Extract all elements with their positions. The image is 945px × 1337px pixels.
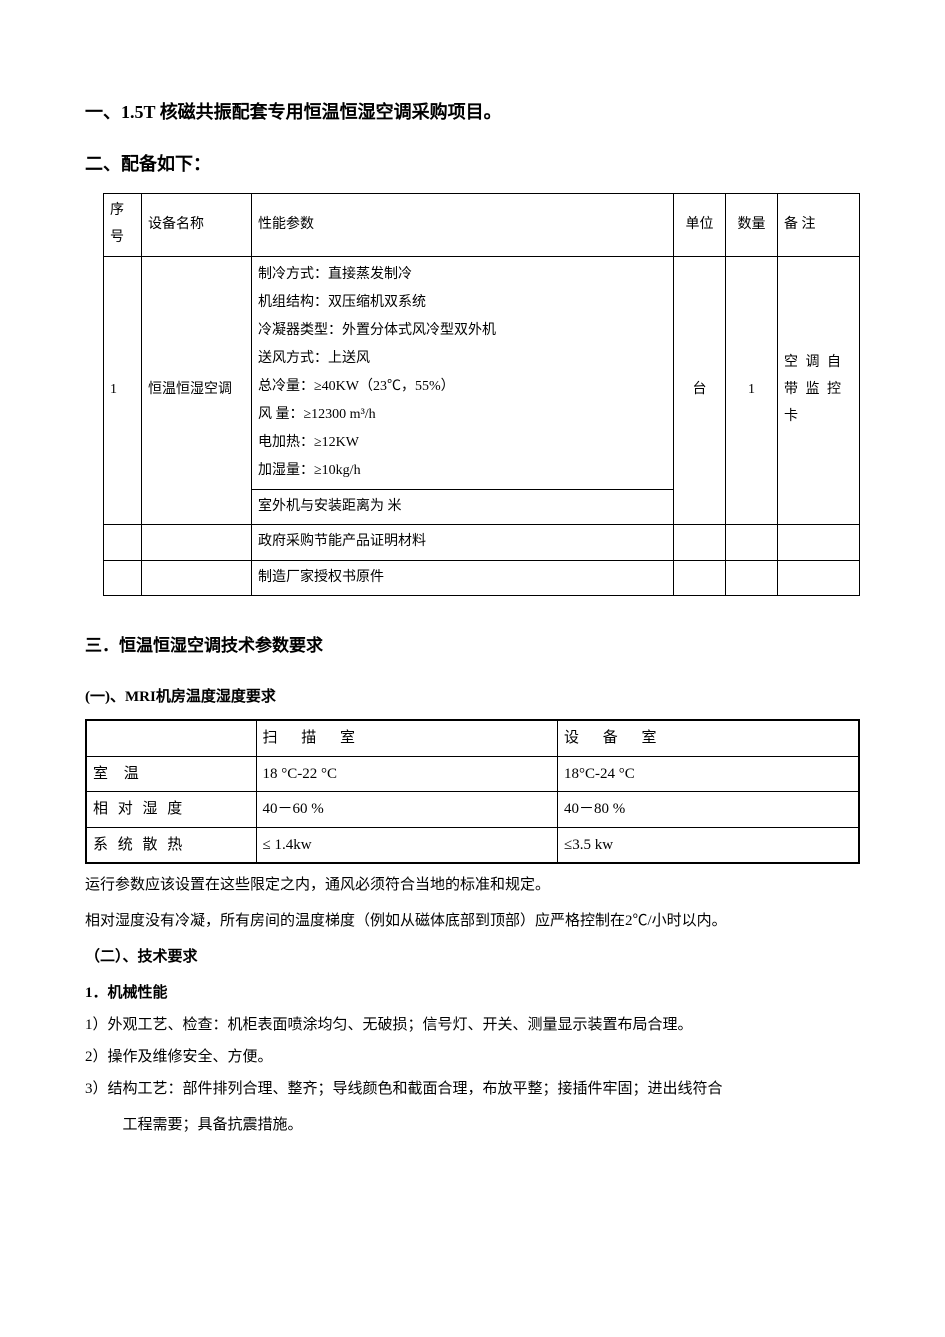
paragraph: 运行参数应该设置在这些限定之内，通风必须符合当地的标准和规定。 — [85, 870, 860, 900]
spec-line: 送风方式：上送风 — [258, 345, 667, 373]
heading-1: 一、1.5T 核磁共振配套专用恒温恒湿空调采购项目。 — [85, 95, 860, 129]
td-note: 空 调 自 带 监 控 卡 — [778, 256, 860, 525]
spec-line: 制冷方式：直接蒸发制冷 — [258, 261, 667, 289]
spec-line: 总冷量：≥40KW（23℃，55%） — [258, 373, 667, 401]
td-empty — [778, 525, 860, 561]
heading-3: 三．恒温恒湿空调技术参数要求 — [85, 630, 860, 662]
td-empty — [674, 560, 726, 596]
th-equip-room: 设 备 室 — [558, 720, 859, 756]
spec-line: 风 量：≥12300 m³/h — [258, 401, 667, 429]
td-spec: 制冷方式：直接蒸发制冷 机组结构：双压缩机双系统 冷凝器类型：外置分体式风冷型双… — [252, 256, 674, 489]
td-qty: 1 — [726, 256, 778, 525]
table-row: 扫 描 室 设 备 室 — [86, 720, 859, 756]
subheading-1: (一)、MRI机房温度湿度要求 — [85, 683, 860, 712]
td-empty — [104, 525, 142, 561]
table-row: 制造厂家授权书原件 — [104, 560, 860, 596]
td-value: ≤3.5 kw — [558, 827, 859, 863]
td-spec3: 制造厂家授权书原件 — [252, 560, 674, 596]
h1-bold: 1.5T — [121, 102, 155, 122]
td-spec2: 政府采购节能产品证明材料 — [252, 525, 674, 561]
th-scan-room: 扫 描 室 — [256, 720, 557, 756]
td-empty — [674, 525, 726, 561]
td-label: 室 温 — [86, 756, 256, 792]
td-spec-extra: 室外机与安装距离为 米 — [252, 489, 674, 525]
td-empty — [726, 525, 778, 561]
th-note: 备 注 — [778, 194, 860, 256]
h1-prefix: 一、 — [85, 102, 121, 122]
td-value: ≤ 1.4kw — [256, 827, 557, 863]
th-seq: 序号 — [104, 194, 142, 256]
spec-line: 加湿量：≥10kg/h — [258, 457, 667, 485]
paragraph: 相对湿度没有冷凝，所有房间的温度梯度（例如从磁体底部到顶部）应严格控制在2℃/小… — [85, 906, 860, 936]
td-seq: 1 — [104, 256, 142, 525]
td-label: 系 统 散 热 — [86, 827, 256, 863]
table-row: 相 对 湿 度 40－60 % 40－80 % — [86, 792, 859, 828]
th-spec: 性能参数 — [252, 194, 674, 256]
list-item: 2）操作及维修安全、方便。 — [85, 1042, 860, 1072]
table-row: 政府采购节能产品证明材料 — [104, 525, 860, 561]
table-header-row: 序号 设备名称 性能参数 单位 数量 备 注 — [104, 194, 860, 256]
td-value: 40－60 % — [256, 792, 557, 828]
spec-line: 冷凝器类型：外置分体式风冷型双外机 — [258, 317, 667, 345]
table-row: 室 温 18 °C-22 °C 18°C-24 °C — [86, 756, 859, 792]
th-unit: 单位 — [674, 194, 726, 256]
td-value: 18 °C-22 °C — [256, 756, 557, 792]
table-row: 系 统 散 热 ≤ 1.4kw ≤3.5 kw — [86, 827, 859, 863]
spec-line: 机组结构：双压缩机双系统 — [258, 289, 667, 317]
table-row: 1 恒温恒湿空调 制冷方式：直接蒸发制冷 机组结构：双压缩机双系统 冷凝器类型：… — [104, 256, 860, 489]
td-value: 40－80 % — [558, 792, 859, 828]
td-empty — [104, 560, 142, 596]
th-qty: 数量 — [726, 194, 778, 256]
subheading-3: 1．机械性能 — [85, 978, 860, 1008]
td-empty — [142, 525, 252, 561]
td-empty — [142, 560, 252, 596]
td-empty — [86, 720, 256, 756]
td-label: 相 对 湿 度 — [86, 792, 256, 828]
td-empty — [726, 560, 778, 596]
td-unit: 台 — [674, 256, 726, 525]
list-item: 1）外观工艺、检查：机柜表面喷涂均匀、无破损；信号灯、开关、测量显示装置布局合理… — [85, 1010, 860, 1040]
td-empty — [778, 560, 860, 596]
td-value: 18°C-24 °C — [558, 756, 859, 792]
requirement-table: 扫 描 室 设 备 室 室 温 18 °C-22 °C 18°C-24 °C 相… — [85, 719, 860, 864]
list-item: 3）结构工艺：部件排列合理、整齐；导线颜色和截面合理，布放平整；接插件牢固；进出… — [85, 1074, 860, 1104]
td-name: 恒温恒湿空调 — [142, 256, 252, 525]
equipment-table: 序号 设备名称 性能参数 单位 数量 备 注 1 恒温恒湿空调 制冷方式：直接蒸… — [103, 193, 860, 596]
spec-line: 电加热：≥12KW — [258, 429, 667, 457]
th-name: 设备名称 — [142, 194, 252, 256]
list-item-cont: 工程需要；具备抗震措施。 — [85, 1110, 860, 1140]
heading-2: 二、配备如下： — [85, 147, 860, 181]
subheading-2: （二）、技术要求 — [85, 942, 860, 972]
h1-rest: 核磁共振配套专用恒温恒湿空调采购项目。 — [155, 102, 502, 122]
